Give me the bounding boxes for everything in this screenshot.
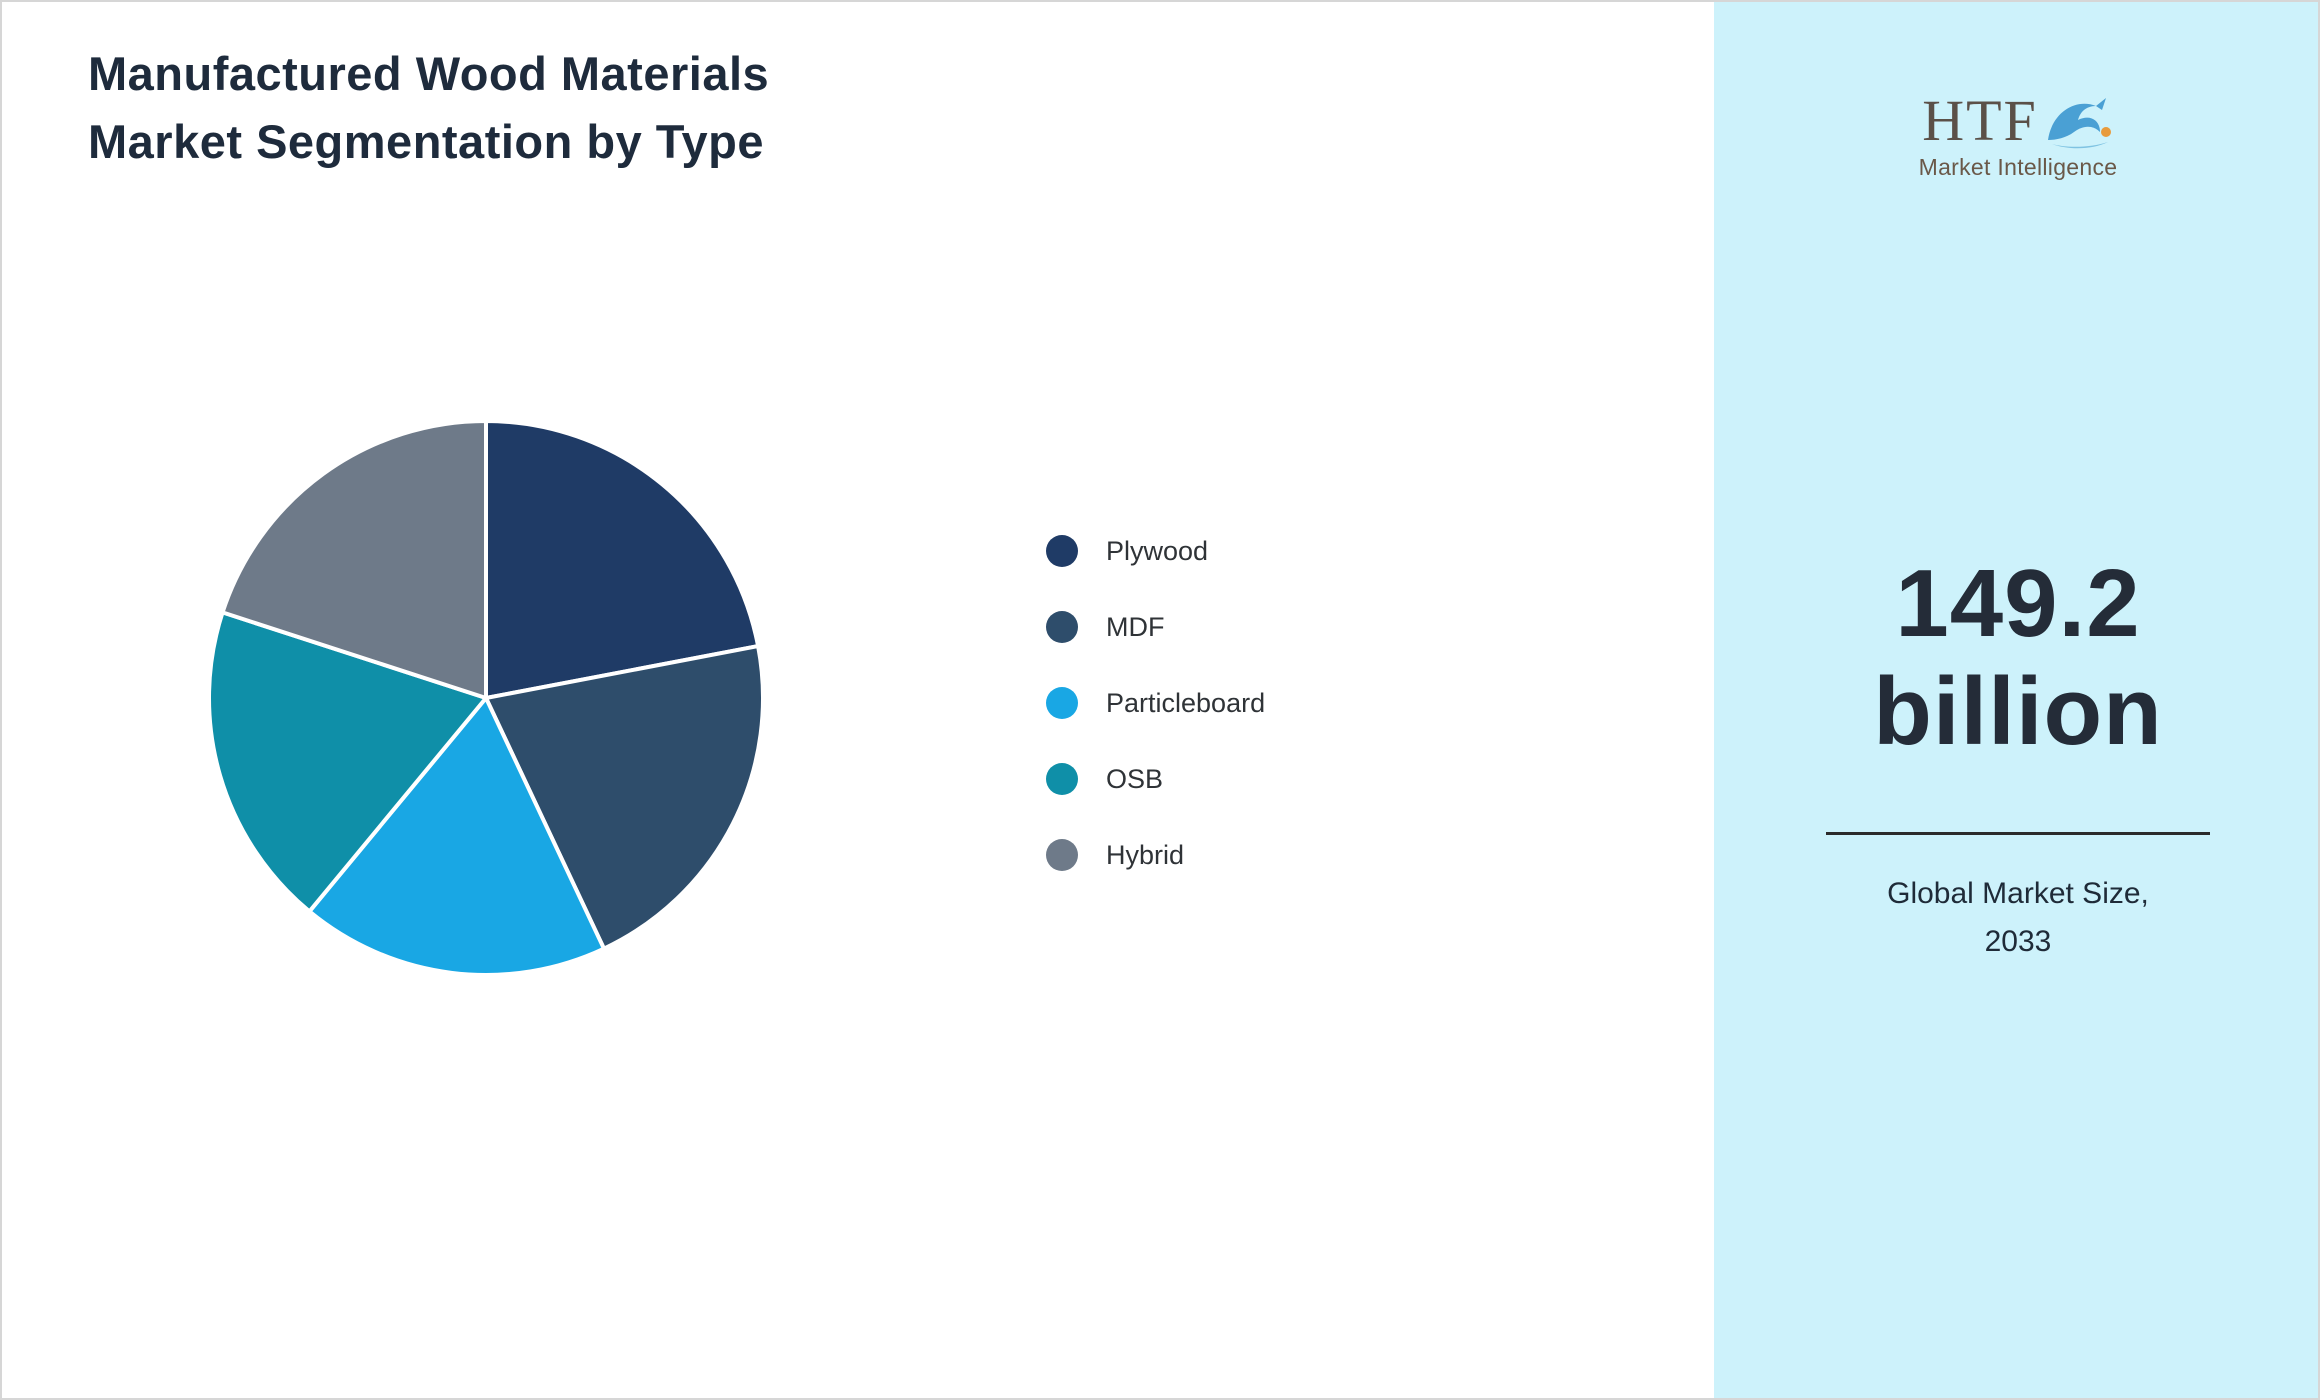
legend-dot-mdf (1046, 611, 1078, 643)
brand-subtitle: Market Intelligence (1918, 154, 2118, 180)
market-size-number: 149.2 (1895, 550, 2141, 657)
legend-item-hybrid: Hybrid (1046, 817, 1265, 893)
brand-logo: HTF Market Intelligence (1714, 88, 2318, 181)
legend-label-hybrid: Hybrid (1106, 839, 1185, 870)
pie-slice-plywood (484, 419, 761, 700)
legend-label-plywood: Plywood (1106, 535, 1209, 566)
legend-item-osb: OSB (1046, 741, 1265, 817)
legend-dot-hybrid (1046, 839, 1078, 871)
legend-item-mdf: MDF (1046, 589, 1265, 665)
legend-item-particleboard: Particleboard (1046, 665, 1265, 741)
legend-dot-osb (1046, 763, 1078, 795)
dolphin-icon (2047, 98, 2111, 149)
pie-slice-particleboard (307, 696, 606, 977)
panel-divider (1826, 832, 2210, 835)
market-size-caption: Global Market Size, 2033 (1714, 870, 2318, 966)
chart-legend: Plywood MDF Particleboard OSB Hybrid (1046, 513, 1265, 893)
legend-dot-particleboard (1046, 687, 1078, 719)
market-size-caption-line2: 2033 (1984, 925, 2052, 958)
legend-label-mdf: MDF (1106, 611, 1165, 642)
page-title-line2: Market Segmentation by Type (88, 115, 764, 169)
legend-label-osb: OSB (1106, 763, 1164, 794)
pie-chart (196, 408, 776, 988)
page-title: Manufactured Wood Materials Market Segme… (88, 40, 769, 176)
market-size-value: 149.2 billion (1714, 550, 2318, 765)
page-title-line1: Manufactured Wood Materials (88, 47, 770, 100)
brand-name: HTF (1922, 88, 2038, 153)
legend-label-particleboard: Particleboard (1106, 687, 1266, 718)
right-panel: HTF Market Intelligence 149.2 billion Gl… (1714, 2, 2318, 1398)
market-size-caption-line1: Global Market Size, (1887, 877, 2149, 910)
brand-logo-row: HTF (1714, 88, 2318, 153)
pie-slice-mdf (484, 644, 765, 951)
legend-item-plywood: Plywood (1046, 513, 1265, 589)
market-size-unit: billion (1873, 657, 2163, 765)
pie-slice-osb (207, 610, 488, 914)
legend-dot-plywood (1046, 535, 1078, 567)
pie-slice-hybrid (220, 419, 488, 700)
pie-chart-svg (207, 419, 765, 977)
